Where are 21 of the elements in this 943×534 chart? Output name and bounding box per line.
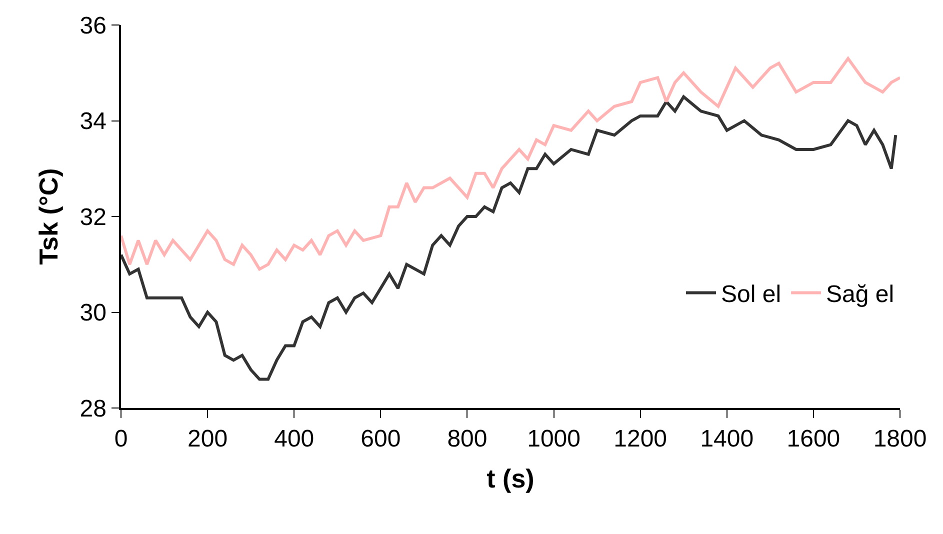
x-tick-label: 1000: [527, 426, 580, 453]
x-tick-label: 1600: [786, 426, 840, 453]
y-axis-title: Tsk (°C): [34, 168, 64, 265]
y-tick-label: 34: [80, 108, 106, 136]
line-series: [121, 57, 900, 271]
x-tick-label: 1800: [873, 426, 927, 453]
line-series: [121, 95, 898, 381]
x-tick-label: 0: [114, 426, 128, 453]
legend-label: Sol el: [721, 281, 782, 308]
x-tick-label: 1400: [700, 426, 754, 453]
y-tick-label: 32: [80, 204, 106, 231]
x-tick-label: 400: [274, 426, 314, 453]
y-tick-label: 36: [80, 12, 106, 40]
x-tick-label: 800: [447, 426, 488, 453]
x-tick-label: 200: [188, 426, 228, 453]
y-tick-label: 28: [80, 395, 106, 422]
x-tick-label: 1200: [614, 426, 668, 453]
x-axis-title: t (s): [486, 464, 534, 494]
legend-label: Sağ el: [826, 281, 894, 308]
x-tick-label: 600: [360, 426, 401, 453]
y-tick-label: 30: [80, 300, 106, 327]
